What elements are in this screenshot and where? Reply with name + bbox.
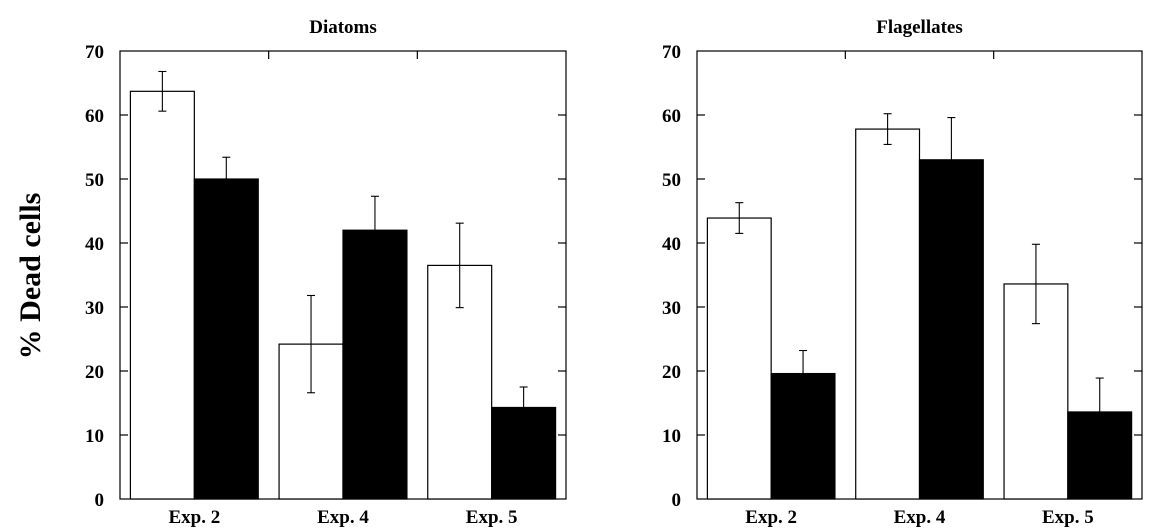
y-axis-label: % Dead cells	[14, 193, 47, 360]
y-tick-label: 10	[85, 426, 104, 447]
y-tick-label: 0	[672, 490, 682, 511]
y-tick-label: 20	[662, 362, 681, 383]
bar	[855, 128, 921, 500]
y-tick-label: 50	[85, 170, 104, 191]
x-tick-label: Exp. 5	[1042, 507, 1094, 528]
y-tick-label: 10	[662, 426, 681, 447]
y-tick-label: 40	[85, 234, 104, 255]
y-tick-label: 20	[85, 362, 104, 383]
x-tick-label: Exp. 4	[317, 507, 369, 528]
y-tick-label: 30	[662, 298, 681, 319]
y-tick-label: 0	[95, 490, 105, 511]
x-tick-label: Exp. 2	[745, 507, 797, 528]
y-tick-label: 30	[85, 298, 104, 319]
chart-panel-flagellates: Flagellates 0 10 20 30 40 50 60 70 Exp. 2 Exp. 4 Ex…	[662, 17, 1143, 528]
y-tick-label: 50	[662, 170, 681, 191]
chart-title: Flagellates	[876, 17, 963, 38]
bar	[706, 217, 772, 500]
chart-panel-diatoms: Diatoms 0 10 20 30 40 50 60 70 Exp. 2 Exp. 4 Exp. 5	[85, 17, 567, 528]
y-tick-label: 40	[662, 234, 681, 255]
bar	[129, 90, 195, 500]
x-tick-label: Exp. 5	[466, 507, 518, 528]
chart-title: Diatoms	[309, 17, 377, 38]
y-tick-label: 70	[85, 42, 104, 63]
y-tick-label: 60	[85, 106, 104, 127]
bar	[342, 229, 408, 500]
y-tick-label: 60	[662, 106, 681, 127]
x-tick-label: Exp. 2	[168, 507, 220, 528]
bar	[918, 159, 984, 500]
y-tick-label: 70	[662, 42, 681, 63]
bar	[193, 178, 259, 500]
x-tick-label: Exp. 4	[894, 507, 946, 528]
